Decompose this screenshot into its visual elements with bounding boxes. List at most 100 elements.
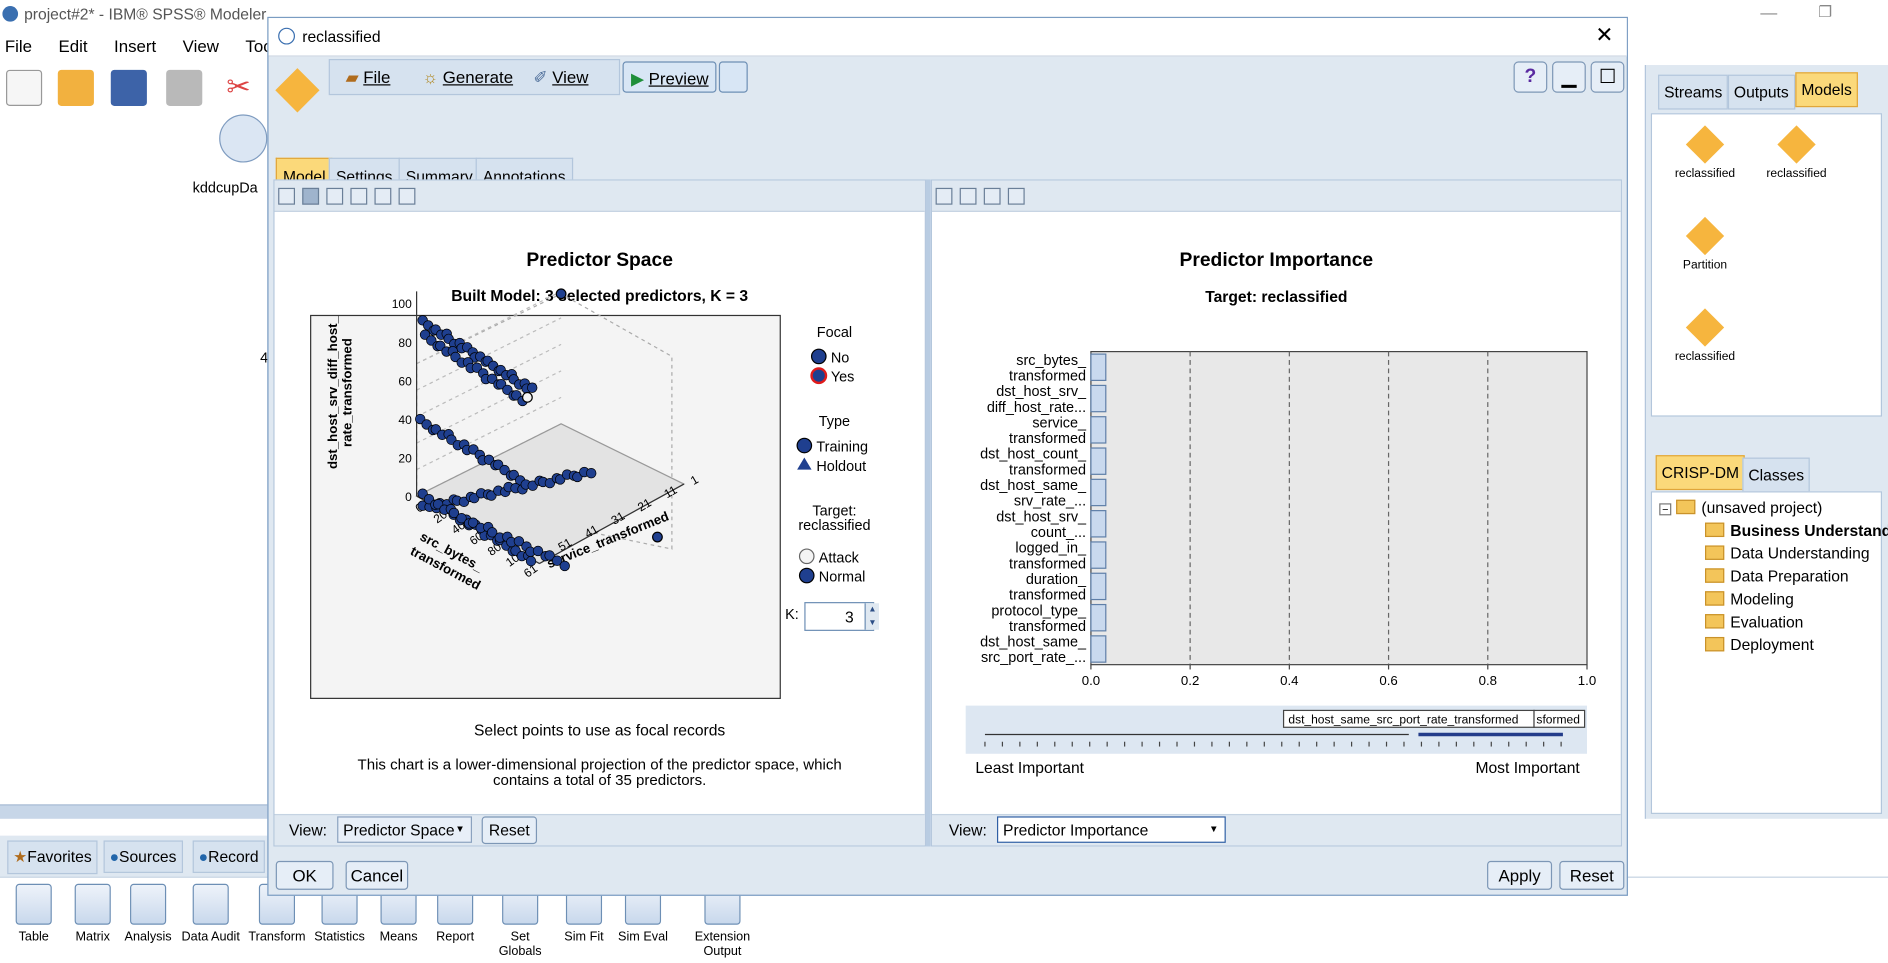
close-icon[interactable]: ✕ — [1595, 22, 1614, 47]
export-icon[interactable] — [398, 187, 416, 205]
legend-holdout-icon[interactable] — [797, 457, 812, 470]
export-icon[interactable] — [718, 61, 748, 93]
data-point[interactable] — [586, 468, 597, 479]
tree-item-deployment[interactable]: Deployment — [1705, 636, 1814, 654]
pointer-icon[interactable] — [302, 187, 320, 205]
data-point[interactable] — [527, 382, 538, 393]
tab-models[interactable]: Models — [1795, 72, 1858, 108]
legend-focal-yes-icon[interactable] — [810, 367, 828, 385]
legend-normal-icon[interactable] — [798, 567, 815, 584]
data-point[interactable] — [559, 560, 570, 572]
model-item[interactable]: reclassified — [1669, 125, 1741, 181]
preview-button[interactable]: ▶ Preview — [622, 61, 718, 93]
tree-item-data-preparation[interactable]: Data Preparation — [1705, 567, 1849, 585]
brush-icon[interactable] — [278, 187, 296, 205]
predictor-space-chart[interactable]: Predictor Space Built Model: 3 selected … — [275, 212, 925, 845]
ok-button[interactable]: OK — [275, 860, 334, 890]
print-icon[interactable] — [166, 69, 203, 106]
save-icon[interactable] — [110, 69, 147, 106]
k-spinner[interactable]: 3 — [804, 602, 875, 631]
canvas-scrollbar[interactable] — [0, 804, 268, 819]
restore-icon[interactable]: ❐ — [1818, 2, 1833, 21]
legend-focal-yes[interactable]: Yes — [831, 370, 855, 386]
minimize-dialog-icon[interactable]: ▁ — [1552, 61, 1586, 93]
model-item[interactable]: reclassified — [1669, 308, 1741, 364]
panel-splitter[interactable] — [925, 179, 931, 847]
help-icon[interactable]: ? — [1513, 61, 1548, 93]
importance-bar[interactable] — [1090, 603, 1107, 632]
data-point[interactable] — [532, 545, 544, 557]
importance-bar[interactable] — [1090, 416, 1107, 444]
data-point[interactable] — [448, 507, 460, 519]
print-icon[interactable] — [374, 187, 392, 205]
menu-view[interactable]: View — [182, 36, 219, 56]
legend-training-icon[interactable] — [796, 437, 813, 454]
menu-generate-button[interactable]: ☼ Generate — [422, 67, 514, 87]
copy-icon[interactable] — [935, 187, 953, 205]
model-item[interactable]: Partition — [1669, 216, 1741, 272]
legend-holdout[interactable]: Holdout — [816, 459, 866, 475]
k-spinner-arrows-icon[interactable]: ▲ ▼ — [864, 603, 879, 630]
palette-tab-sources[interactable]: ●Sources — [103, 840, 183, 873]
importance-bar[interactable] — [1090, 572, 1107, 601]
importance-plot[interactable]: 0.0 0.2 0.4 0.6 0.8 1.0src_bytes_transformedd… — [980, 350, 1596, 689]
importance-bar[interactable] — [1090, 635, 1107, 663]
maximize-dialog-icon[interactable]: ☐ — [1590, 61, 1625, 93]
data-point[interactable] — [467, 517, 479, 528]
importance-bar[interactable] — [1090, 510, 1107, 538]
palette-node-table[interactable]: Table — [4, 883, 64, 944]
menu-file-button[interactable]: ▰ File — [345, 67, 391, 87]
importance-bar[interactable] — [1090, 478, 1107, 507]
menu-edit[interactable]: Edit — [58, 36, 88, 56]
palette-tab-favorites[interactable]: ★Favorites — [7, 840, 98, 875]
print-icon[interactable] — [983, 187, 1001, 205]
menu-file[interactable]: File — [4, 36, 32, 56]
menu-insert[interactable]: Insert — [114, 36, 157, 56]
importance-bar[interactable] — [1090, 541, 1107, 569]
minimize-icon[interactable]: — — [1760, 2, 1778, 22]
palette-node-data-audit[interactable]: Data Audit — [181, 883, 241, 944]
palette-node-matrix[interactable]: Matrix — [63, 883, 123, 944]
scatter-3d[interactable]: 0204060801000204060801006151413121111dst… — [325, 288, 701, 593]
tree-item-evaluation[interactable]: Evaluation — [1705, 613, 1803, 631]
legend-focal-no[interactable]: No — [831, 350, 849, 366]
tab-crisp-dm[interactable]: CRISP-DM — [1655, 455, 1746, 491]
tree-item-business[interactable]: Business Understanding — [1705, 521, 1888, 539]
copy-data-icon[interactable] — [350, 187, 368, 205]
apply-button[interactable]: Apply — [1487, 860, 1553, 890]
legend-attack-icon[interactable] — [798, 548, 815, 565]
tree-root[interactable]: − (unsaved project) — [1659, 498, 1822, 517]
data-point[interactable] — [551, 555, 563, 566]
legend-focal-no-icon[interactable] — [810, 348, 827, 365]
data-point[interactable] — [513, 536, 525, 547]
view-select-predictor-space[interactable]: Predictor Space ▼ — [337, 816, 473, 843]
legend-normal[interactable]: Normal — [819, 570, 866, 586]
legend-attack[interactable]: Attack — [819, 550, 860, 566]
tab-streams[interactable]: Streams — [1658, 74, 1729, 110]
copy-data-icon[interactable] — [959, 187, 977, 205]
reset-view-button[interactable]: Reset — [481, 816, 538, 845]
tree-item-modeling[interactable]: Modeling — [1705, 590, 1794, 608]
reset-button[interactable]: Reset — [1559, 860, 1625, 890]
importance-bar[interactable] — [1090, 447, 1107, 475]
palette-tab-record[interactable]: ●Record — [192, 840, 265, 873]
new-file-icon[interactable] — [6, 69, 43, 106]
model-item[interactable]: reclassified — [1760, 125, 1832, 181]
cancel-button[interactable]: Cancel — [345, 860, 409, 890]
export-icon[interactable] — [1007, 187, 1025, 205]
importance-bar[interactable] — [1090, 384, 1107, 413]
legend-training[interactable]: Training — [816, 440, 868, 456]
data-point[interactable] — [544, 550, 555, 561]
view-select-predictor-importance[interactable]: Predictor Importance ▼ — [996, 816, 1226, 843]
tab-classes[interactable]: Classes — [1742, 457, 1811, 493]
importance-bar[interactable] — [1090, 353, 1107, 382]
data-point[interactable] — [525, 555, 537, 567]
tab-outputs[interactable]: Outputs — [1727, 74, 1795, 110]
predictor-importance-chart[interactable]: Predictor Importance Target: reclassifie… — [932, 212, 1621, 814]
menu-view-button[interactable]: ✐ View — [533, 67, 589, 87]
cut-icon[interactable]: ✂ — [226, 71, 251, 104]
data-point[interactable] — [487, 527, 498, 538]
open-folder-icon[interactable] — [57, 69, 94, 106]
data-point[interactable] — [456, 513, 467, 524]
copy-icon[interactable] — [326, 187, 344, 205]
